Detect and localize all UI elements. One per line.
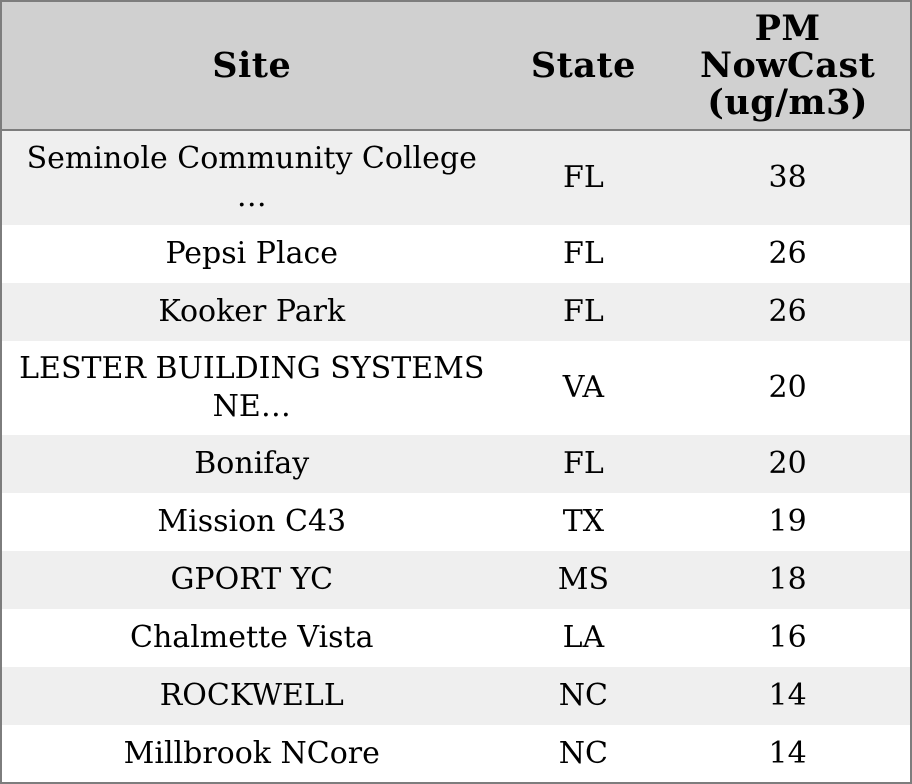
table-row: Seminole Community College … FL 38 bbox=[1, 130, 911, 225]
table-row: Kooker Park FL 26 bbox=[1, 283, 911, 341]
table-row: Pepsi Place FL 26 bbox=[1, 225, 911, 283]
pm-cell: 16 bbox=[768, 620, 807, 655]
pm-cell: 20 bbox=[768, 370, 807, 405]
table-row: GPORT YC MS 18 bbox=[1, 551, 911, 609]
site-cell: Bonifay bbox=[194, 446, 310, 481]
state-cell: NC bbox=[558, 678, 608, 713]
pm-cell: 19 bbox=[768, 504, 807, 539]
state-cell: FL bbox=[563, 294, 604, 329]
pm-cell: 38 bbox=[768, 160, 807, 195]
site-cell: GPORT YC bbox=[170, 562, 334, 597]
table-row: Bonifay FL 20 bbox=[1, 435, 911, 493]
site-cell: ROCKWELL bbox=[159, 678, 344, 713]
site-cell: Millbrook NCore bbox=[123, 735, 380, 771]
site-cell: Pepsi Place bbox=[165, 236, 339, 271]
site-cell: Chalmette Vista bbox=[130, 620, 374, 655]
header-row: Site State PM NowCast (ug/m3) bbox=[1, 1, 911, 131]
state-cell: NC bbox=[558, 735, 608, 771]
column-header-site: Site bbox=[1, 1, 502, 131]
site-cell: Kooker Park bbox=[158, 294, 346, 329]
pm-cell: 14 bbox=[768, 678, 807, 713]
column-header-pm-nowcast: PM NowCast (ug/m3) bbox=[665, 1, 911, 131]
site-cell: Seminole Community College … bbox=[26, 141, 477, 214]
state-cell: FL bbox=[563, 160, 604, 195]
state-cell: MS bbox=[557, 562, 610, 597]
site-cell: LESTER BUILDING SYSTEMS NE… bbox=[19, 351, 485, 424]
pm-cell: 26 bbox=[768, 236, 807, 271]
state-cell: TX bbox=[562, 504, 605, 539]
table-row: Millbrook NCore NC 14 bbox=[1, 725, 911, 783]
pm-cell: 14 bbox=[768, 735, 807, 771]
table-row: LESTER BUILDING SYSTEMS NE… VA 20 bbox=[1, 341, 911, 435]
state-cell: FL bbox=[563, 446, 604, 481]
pm-cell: 18 bbox=[768, 562, 807, 597]
pm-cell: 20 bbox=[768, 446, 807, 481]
site-cell: Mission C43 bbox=[157, 504, 347, 539]
column-header-state: State bbox=[501, 1, 666, 131]
table-row: ROCKWELL NC 14 bbox=[1, 667, 911, 725]
state-cell: VA bbox=[562, 370, 605, 405]
state-cell: LA bbox=[562, 620, 605, 655]
pm-cell: 26 bbox=[768, 294, 807, 329]
table-row: Mission C43 TX 19 bbox=[1, 493, 911, 551]
table-row: Chalmette Vista LA 16 bbox=[1, 609, 911, 667]
state-cell: FL bbox=[563, 236, 604, 271]
